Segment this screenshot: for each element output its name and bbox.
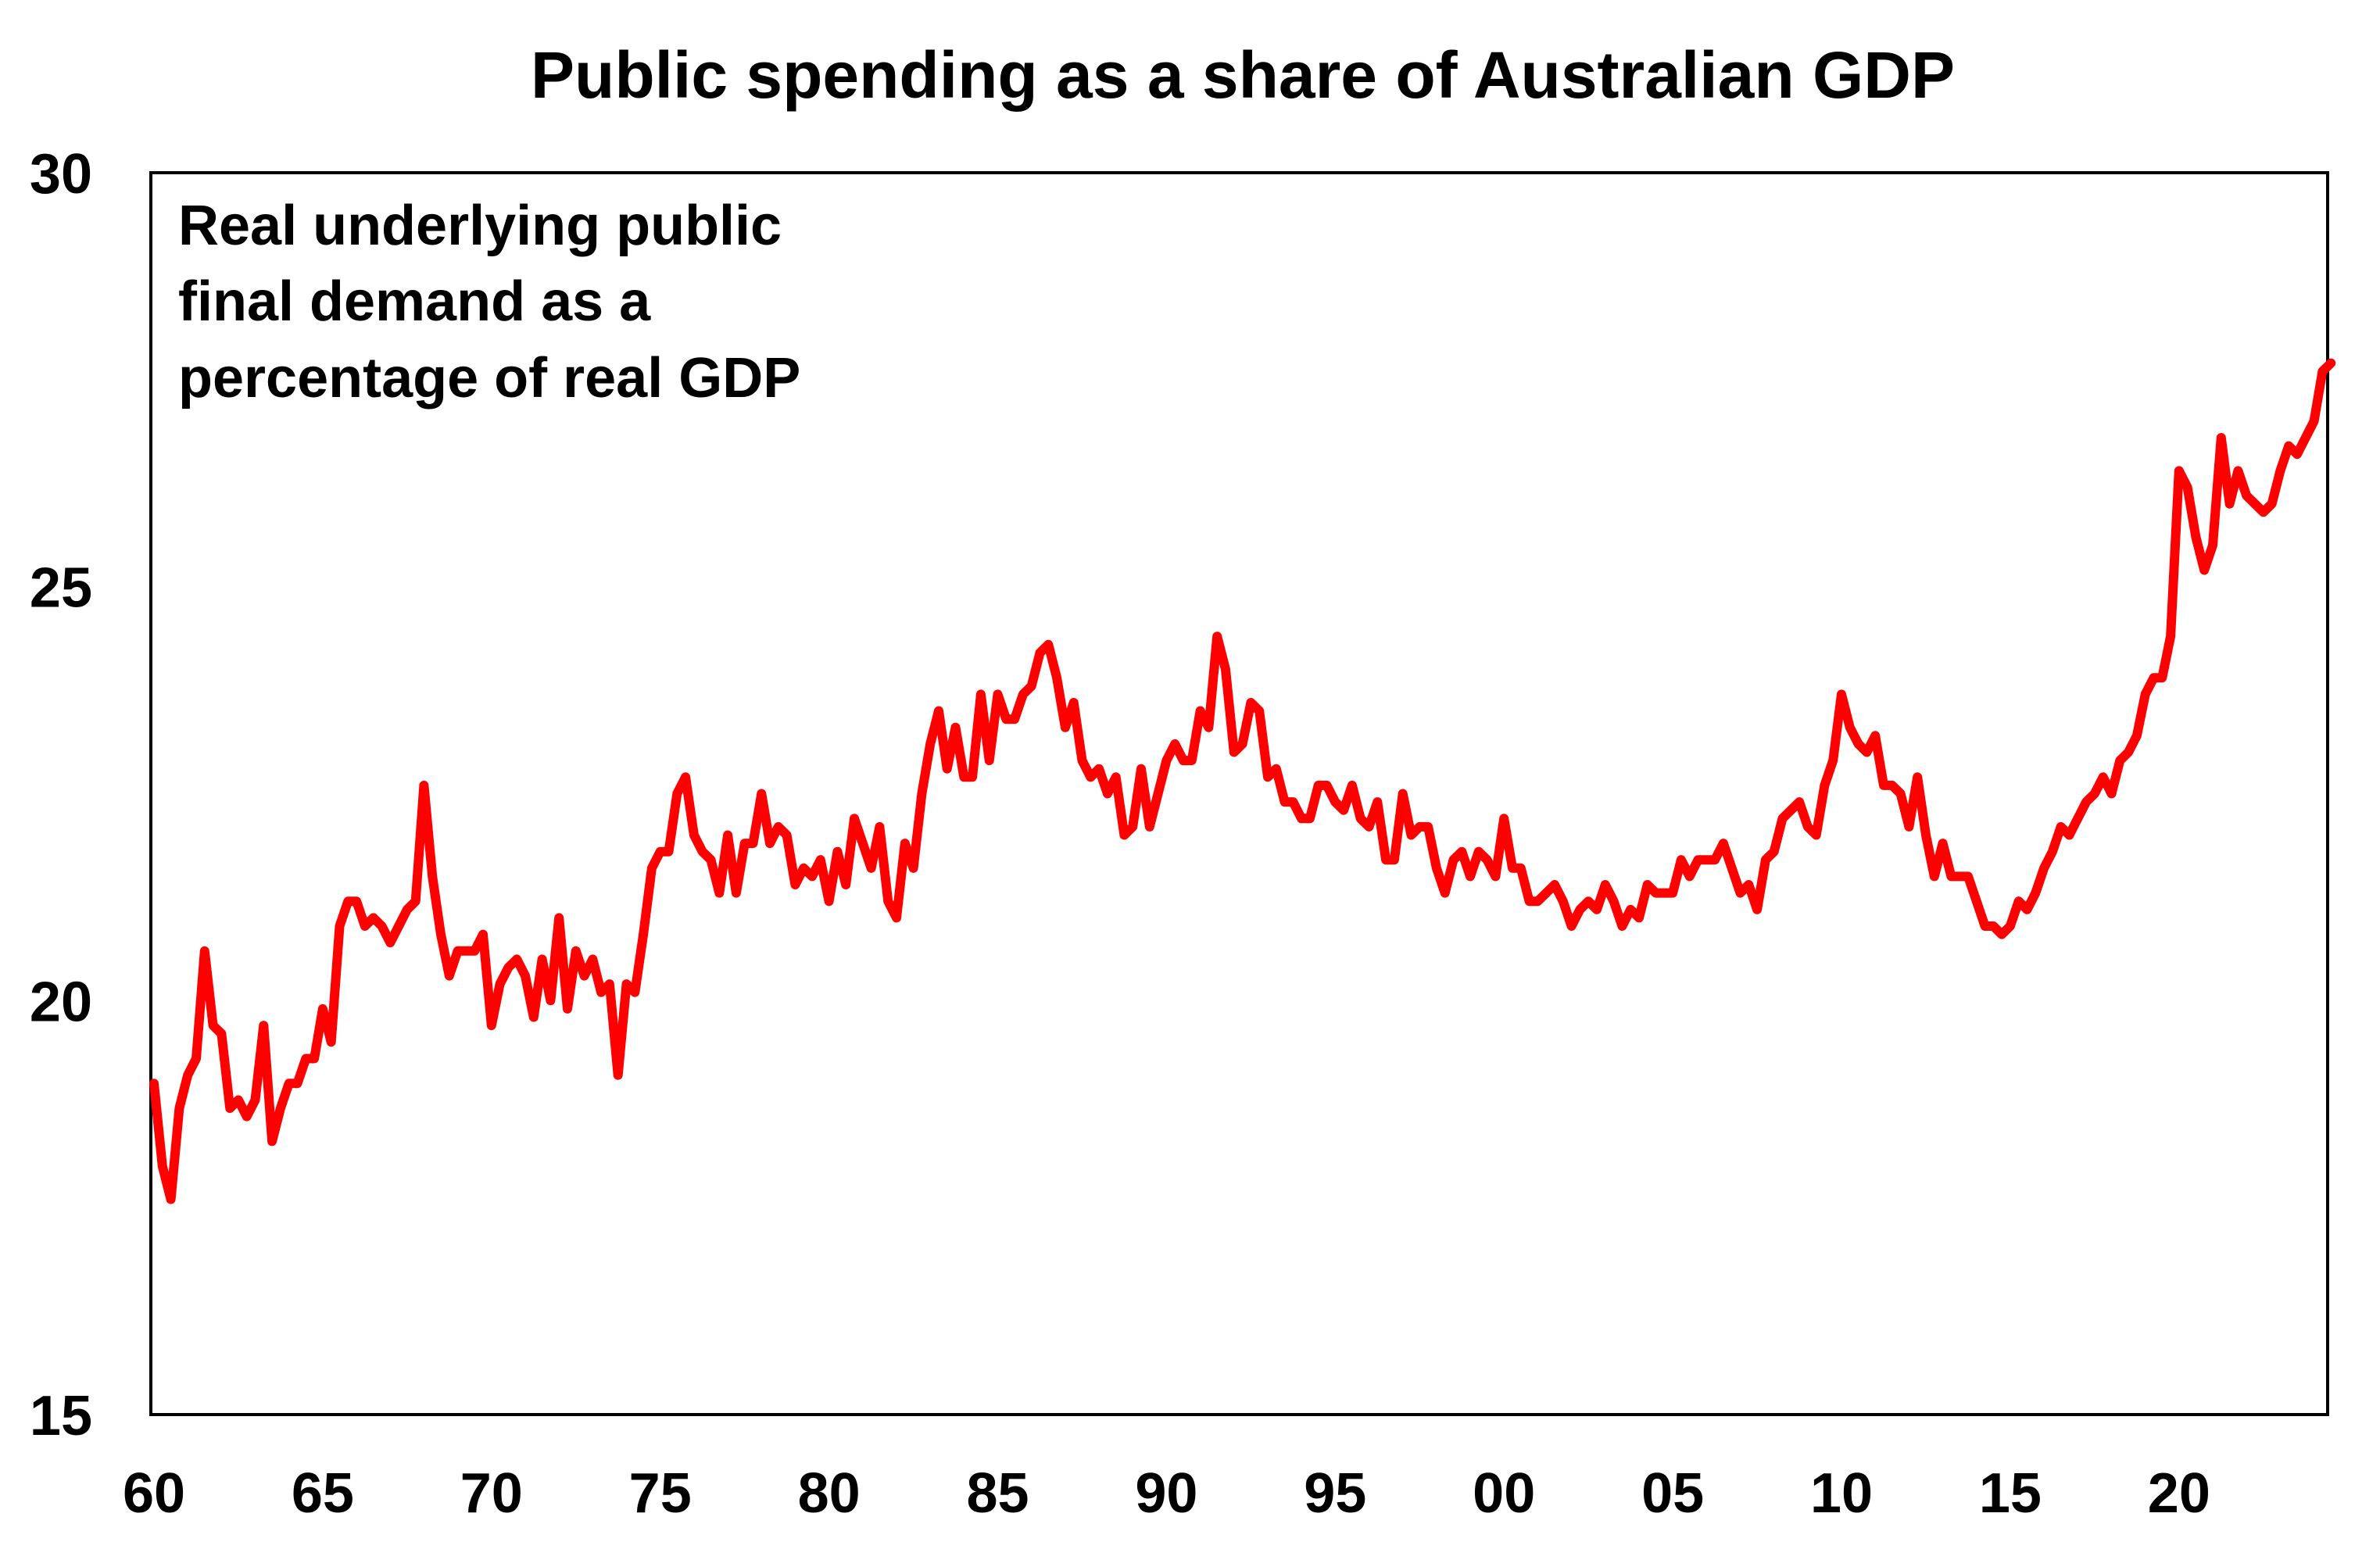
x-tick-label: 05 [1641, 1462, 1704, 1525]
x-tick-label: 10 [1810, 1462, 1873, 1525]
x-tick-label: 65 [292, 1462, 354, 1525]
x-tick-label: 60 [123, 1462, 185, 1525]
x-axis: 60 65 70 75 80 85 90 95 00 05 10 15 20 [123, 1462, 2210, 1525]
x-tick-label: 75 [629, 1462, 692, 1525]
x-tick-label: 15 [1979, 1462, 2042, 1525]
x-tick-label: 70 [460, 1462, 523, 1525]
annotation-line-3: percentage of real GDP [178, 347, 800, 410]
series-layer [149, 358, 2336, 1204]
series-line [149, 358, 2336, 1204]
y-tick-label: 20 [30, 971, 92, 1033]
x-tick-label: 85 [966, 1462, 1029, 1525]
chart-title: Public spending as a share of Australian… [531, 38, 1955, 112]
x-tick-label: 20 [2148, 1462, 2210, 1525]
y-axis: 30 25 20 15 [30, 143, 92, 1447]
y-tick-label: 30 [30, 143, 92, 206]
annotation-line-2: final demand as a [178, 270, 651, 333]
x-tick-label: 00 [1473, 1462, 1535, 1525]
plot-area-frame [149, 171, 2329, 1416]
annotation-line-1: Real underlying public [178, 195, 782, 257]
x-tick-label: 90 [1135, 1462, 1197, 1525]
y-tick-label: 25 [30, 557, 92, 620]
y-tick-label: 15 [30, 1385, 92, 1447]
x-tick-label: 95 [1304, 1462, 1366, 1525]
annotation: Real underlying public final demand as a… [178, 195, 800, 410]
x-tick-label: 80 [798, 1462, 861, 1525]
